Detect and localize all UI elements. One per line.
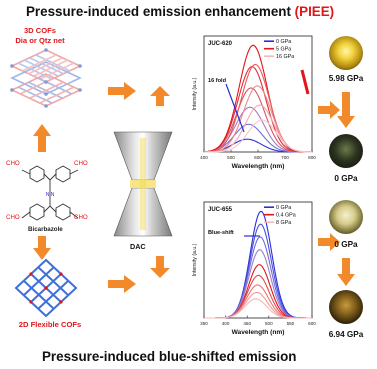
chart-annotation: 16 fold	[208, 78, 227, 84]
label-3d-cofs: 3D COFs Dia or Qtz net	[10, 26, 70, 46]
trend-bar	[300, 69, 310, 95]
chart-name: JUC-655	[208, 207, 233, 213]
arrow-dac-to-bottom-chart	[150, 256, 170, 278]
legend-label: 8 GPa	[276, 220, 291, 226]
legend-label: 16 GPa	[276, 54, 294, 60]
photo-top-low-label: 0 GPa	[334, 174, 358, 183]
bicarbazole-molecule-image: N N	[21, 165, 79, 221]
spectrum-line	[204, 264, 312, 319]
x-axis-label: Wavelength (nm)	[232, 329, 285, 336]
x-tick-label: 500	[265, 321, 273, 326]
arrow-chart-to-photo-top	[318, 101, 340, 119]
molecule-cho-label-tl: CHO	[6, 160, 20, 167]
svg-text:N N: N N	[46, 192, 55, 198]
arrow-right-top	[108, 82, 136, 100]
chart-juc-620: 400 500 600 700 800 Wavelength (nm) Intensity …	[192, 35, 316, 170]
x-tick-label: 500	[227, 155, 235, 160]
chart-name: JUC-620	[208, 41, 233, 47]
legend-label: 5 GPa	[276, 47, 291, 53]
x-tick-label: 600	[308, 321, 316, 326]
photo-bottom-high-label: 6.94 GPa	[328, 330, 364, 339]
spectrum-line	[204, 284, 312, 319]
x-tick-label: 700	[281, 155, 289, 160]
x-tick-label: 800	[308, 155, 316, 160]
spectrum-line	[203, 44, 312, 153]
label-3d-line2: Dia or Qtz net	[15, 36, 65, 45]
photo-bottom-low-pressure	[329, 200, 363, 234]
arrow-photo-top	[337, 92, 355, 128]
x-tick-label: 450	[243, 321, 251, 326]
x-tick-label: 400	[200, 155, 208, 160]
label-2d-cofs: 2D Flexible COFs	[18, 320, 82, 329]
photo-top-high-label: 5.98 GPa	[328, 74, 364, 83]
molecule-cho-label-tr: CHO	[74, 160, 88, 167]
label-3d-line1: 3D COFs	[23, 26, 57, 35]
arrow-up-to-3d	[33, 124, 51, 152]
spectrum-line	[204, 298, 312, 319]
arrow-down-to-2d	[33, 236, 51, 260]
title-top-main: Pressure-induced emission enhancement	[26, 4, 291, 19]
title-bottom: Pressure-induced blue-shifted emission	[42, 349, 297, 364]
arrow-chart-to-photo-bottom	[318, 233, 340, 251]
title-top: Pressure-induced emission enhancement (P…	[26, 4, 334, 19]
annotation-arrow	[225, 83, 245, 133]
arrow-photo-bottom	[337, 258, 355, 286]
spectrum-line	[204, 119, 313, 153]
photo-top-low-pressure	[329, 134, 363, 168]
photo-top-high-pressure	[329, 36, 363, 70]
diamond-anvil-cell-image	[113, 131, 173, 237]
cof-3d-framework-image	[10, 48, 82, 108]
molecule-cho-label-bl: CHO	[6, 214, 20, 221]
x-tick-label: 600	[254, 155, 262, 160]
x-tick-label: 350	[200, 321, 208, 326]
x-axis-label: Wavelength (nm)	[232, 163, 285, 170]
arrow-right-bottom	[108, 275, 136, 293]
legend-label: 0 GPa	[276, 205, 291, 211]
x-tick-label: 550	[287, 321, 295, 326]
molecule-cho-label-br: CHO	[74, 214, 88, 221]
x-tick-label: 400	[222, 321, 230, 326]
spectrum-line	[204, 291, 312, 319]
spectrum-line	[204, 236, 312, 319]
dac-label: DAC	[130, 242, 146, 251]
photo-bottom-low-label: 0 GPa	[334, 240, 358, 249]
cof-2d-framework-image	[14, 258, 78, 318]
spectrum-line	[204, 274, 312, 319]
molecule-name: Bicarbazole	[28, 226, 63, 233]
arrow-dac-to-top-chart	[150, 86, 170, 106]
photo-bottom-high-pressure	[329, 290, 363, 324]
chart-annotation: Blue-shift	[208, 230, 234, 236]
legend-label: 0.4 GPa	[276, 213, 296, 219]
spectrum-line	[204, 249, 312, 319]
y-axis-label: Intensity (a.u.)	[192, 243, 198, 276]
plot-frame	[203, 201, 313, 319]
y-axis-label: Intensity (a.u.)	[192, 77, 198, 110]
title-top-acronym: (PIEE)	[294, 4, 335, 19]
plot-frame	[203, 35, 313, 153]
chart-juc-655: 350 400 450 500 550 600 Wavelength (nm) Intensi…	[192, 201, 316, 336]
legend-label: 0 GPa	[276, 39, 291, 45]
